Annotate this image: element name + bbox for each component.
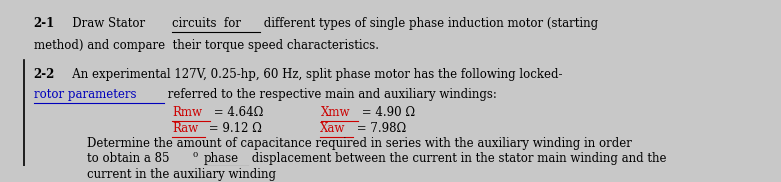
Text: current in the auxiliary winding: current in the auxiliary winding — [87, 168, 276, 181]
Text: to obtain a 85: to obtain a 85 — [87, 151, 170, 165]
Text: 0: 0 — [192, 151, 198, 159]
Text: = 4.64Ω: = 4.64Ω — [210, 106, 263, 119]
Text: 2-2: 2-2 — [34, 68, 55, 81]
Text: rotor parameters: rotor parameters — [34, 88, 136, 101]
Text: Raw: Raw — [172, 122, 198, 135]
Text: = 9.12 Ω: = 9.12 Ω — [205, 122, 262, 135]
Text: Xaw: Xaw — [320, 122, 346, 135]
Text: circuits  for: circuits for — [172, 17, 241, 30]
Text: Rmw: Rmw — [172, 106, 202, 119]
Text: Determine the amount of capacitance required in series with the auxiliary windin: Determine the amount of capacitance requ… — [87, 137, 633, 150]
Text: An experimental 127V, 0.25-hp, 60 Hz, split phase motor has the following locked: An experimental 127V, 0.25-hp, 60 Hz, sp… — [61, 68, 562, 81]
Text: Draw Stator: Draw Stator — [61, 17, 148, 30]
Text: method) and compare  their torque speed characteristics.: method) and compare their torque speed c… — [34, 39, 379, 52]
Text: = 4.90 Ω: = 4.90 Ω — [358, 106, 415, 119]
Text: = 7.98Ω: = 7.98Ω — [352, 122, 406, 135]
Text: phase: phase — [204, 151, 239, 165]
Text: Xmw: Xmw — [321, 106, 350, 119]
Text: referred to the respective main and auxiliary windings:: referred to the respective main and auxi… — [164, 88, 497, 101]
Text: 2-1: 2-1 — [34, 17, 55, 30]
Text: different types of single phase induction motor (starting: different types of single phase inductio… — [260, 17, 598, 30]
Text: displacement between the current in the stator main winding and the: displacement between the current in the … — [248, 151, 667, 165]
